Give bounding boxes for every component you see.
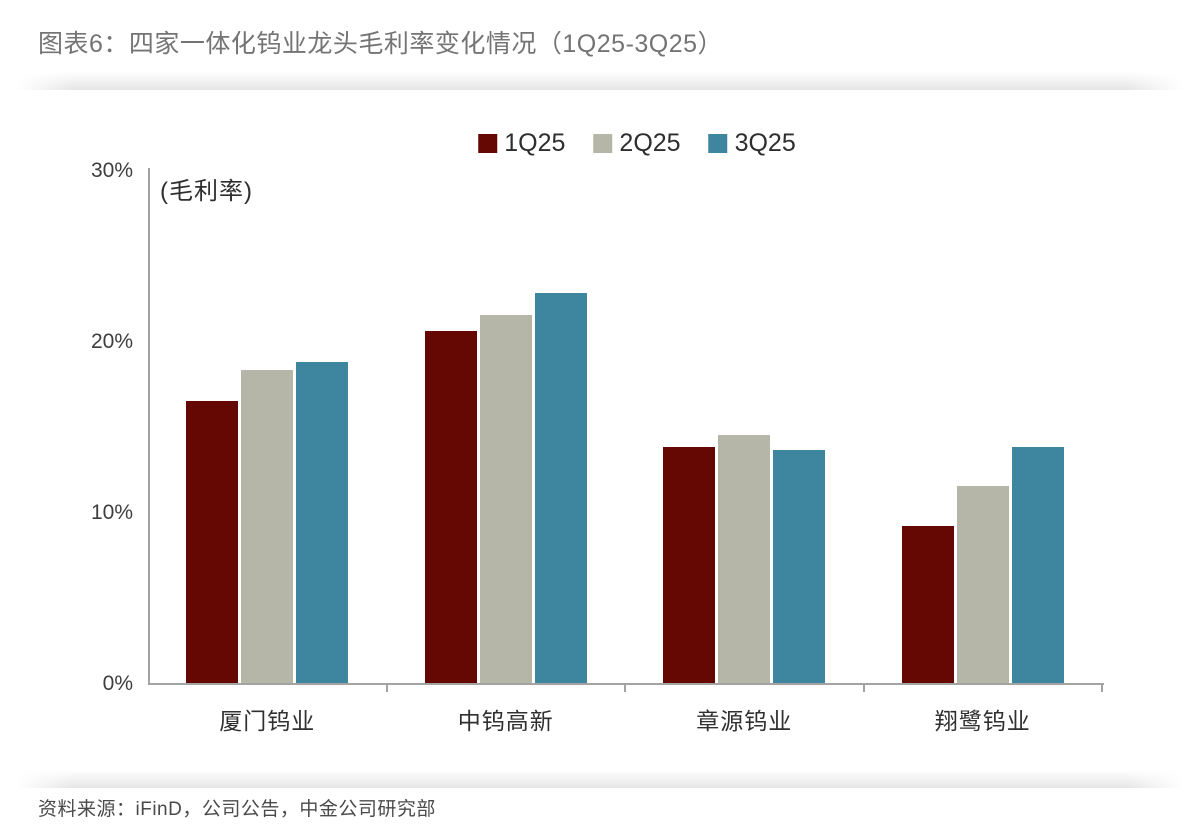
bar-1Q25-中钨高新	[425, 331, 477, 683]
legend-swatch-icon	[478, 134, 498, 153]
x-axis-category-label: 中钨高新	[457, 708, 554, 734]
bar-1Q25-翔鹭钨业	[902, 526, 954, 683]
bar-3Q25-翔鹭钨业	[1012, 447, 1064, 683]
bar-1Q25-厦门钨业	[186, 401, 238, 683]
x-axis-category-label: 厦门钨业	[219, 708, 316, 734]
x-axis-category-label: 翔鹭钨业	[934, 708, 1031, 734]
x-axis-tick	[624, 683, 626, 692]
bar-2Q25-厦门钨业	[241, 370, 293, 683]
x-axis-tick	[385, 683, 388, 692]
figure-title: 图表6：四家一体化钨业龙头毛利率变化情况（1Q25-3Q25）	[38, 30, 724, 58]
bar-1Q25-章源钨业	[663, 447, 715, 683]
y-axis-line	[148, 168, 150, 685]
legend-item-3Q25: 3Q25	[708, 129, 796, 158]
x-axis-tick	[862, 683, 865, 692]
chart-legend: 1Q25 2Q25 3Q25	[478, 129, 796, 158]
y-axis-unit-label: (毛利率)	[160, 178, 253, 205]
y-axis-tick-label: 20%	[90, 330, 133, 353]
legend-swatch-icon	[708, 134, 728, 153]
bar-3Q25-章源钨业	[773, 450, 825, 683]
bar-2Q25-翔鹭钨业	[957, 486, 1009, 683]
y-axis-tick-label: 10%	[90, 501, 133, 524]
x-axis-line	[148, 683, 1104, 685]
divider-shadow-top	[16, 72, 1184, 90]
legend-label: 2Q25	[619, 129, 681, 157]
legend-label: 1Q25	[504, 129, 566, 157]
legend-label: 3Q25	[734, 129, 796, 157]
bar-2Q25-中钨高新	[480, 315, 532, 683]
legend-item-2Q25: 2Q25	[593, 129, 681, 158]
x-axis-tick	[1101, 683, 1103, 692]
divider-shadow-bottom	[16, 770, 1184, 788]
legend-swatch-icon	[593, 134, 613, 153]
x-axis-category-label: 章源钨业	[696, 708, 793, 734]
y-axis-tick-label: 30%	[90, 159, 133, 182]
bar-3Q25-中钨高新	[535, 293, 587, 683]
legend-item-1Q25: 1Q25	[478, 129, 565, 158]
bar-3Q25-厦门钨业	[296, 362, 348, 683]
y-axis-tick-label: 0%	[102, 672, 133, 695]
bar-2Q25-章源钨业	[718, 435, 770, 683]
source-note: 资料来源：iFinD，公司公告，中金公司研究部	[38, 799, 436, 820]
